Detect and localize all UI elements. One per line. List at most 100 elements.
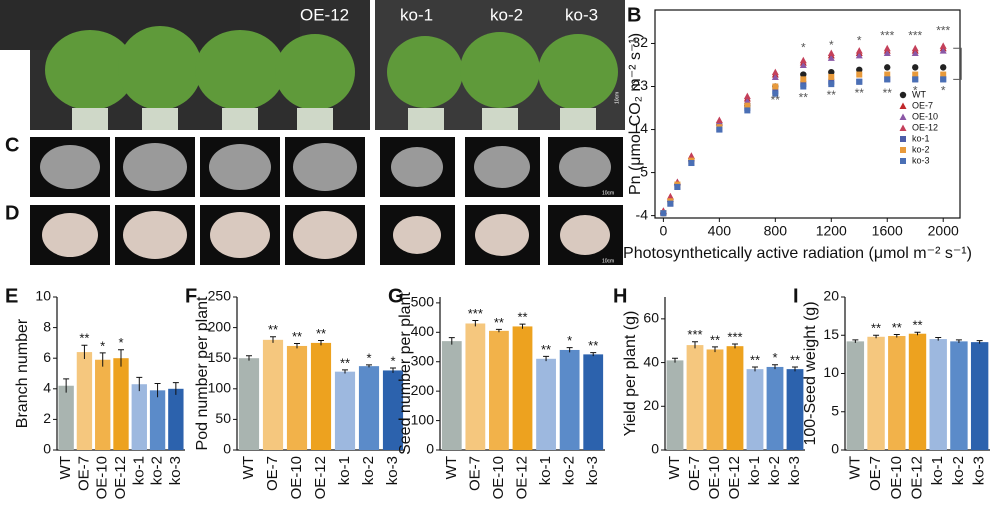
legend-marker [899,102,907,109]
bar [489,330,509,450]
y-tick-label: 20 [643,397,659,413]
data-point [856,66,863,73]
y-axis-label: 100-Seed weight (g) [802,301,819,445]
x-tick-label: OE-12 [908,456,925,499]
x-tick-label: OE-12 [726,456,743,499]
bar [262,339,284,450]
significance-label: * [366,350,371,365]
panel-label: F [185,285,197,307]
bar [929,339,947,450]
error-bar [270,336,276,343]
x-tick-label: WT [240,456,257,479]
x-tick-label: ko-3 [167,456,184,485]
bar [666,360,684,450]
x-tick-label: OE-7 [264,456,281,491]
bar [58,385,74,450]
data-point [715,116,723,123]
data-point [884,76,891,83]
data-point [883,44,891,52]
y-tick-label: 15 [823,326,839,342]
legend-label: ko-2 [912,144,930,154]
error-bar [752,366,758,372]
x-tick-label: ko-1 [537,456,554,485]
x-tick-label: OE-12 [112,456,129,499]
data-point [940,76,947,83]
data-point [855,47,863,54]
legend-marker [899,91,907,99]
bar [746,369,764,450]
panel-label: D [5,202,19,224]
y-axis-label: Pn (μmol CO₂ m⁻² s⁻¹) [627,33,644,195]
significance-label: ** [316,326,326,341]
error-bar [366,364,372,368]
y-tick-label: 6 [43,349,51,365]
x-tick-label: ko-1 [336,456,353,485]
x-tick-label: ko-2 [149,456,166,485]
x-tick-label: OE-10 [288,456,305,499]
bar [382,370,404,450]
data-point [939,42,947,49]
significance-label: ** [750,352,760,367]
significance-label: ** [541,342,551,357]
significance-label: * [829,38,834,52]
data-point [912,76,919,83]
y-axis-label: Yield per plant (g) [622,311,639,437]
data-point [855,51,863,59]
error-bar [519,323,526,329]
x-tick-label: 2000 [928,223,959,239]
significance-label: ** [871,321,881,336]
legend-label: OE-7 [912,100,933,110]
x-tick-label: ko-3 [584,456,601,485]
significance-label: * [390,353,395,368]
y-tick-label: 200 [208,318,232,334]
x-tick-label: 0 [659,223,667,239]
photo-pods [30,137,623,197]
significance-label: ** [268,322,278,337]
x-tick-label: ko-1 [929,456,946,485]
y-axis-label: Pod number per plant [194,296,211,450]
error-bar [566,347,573,353]
significance-label: * [567,333,572,348]
legend-marker [900,136,906,142]
data-point [771,68,779,76]
bar [970,342,989,450]
data-point [884,64,891,71]
y-tick-label: 5 [831,402,839,418]
bar [766,366,784,450]
error-bar [935,337,942,341]
y-tick-label: 60 [643,310,659,326]
y-tick-label: 10 [823,364,839,380]
x-tick-label: OE-10 [706,456,723,499]
bar [76,352,93,450]
y-tick-label: 0 [426,441,434,457]
error-bar [294,343,300,349]
bar [358,366,380,450]
significance-label: * [913,83,918,97]
y-tick-label: 0 [43,441,51,457]
error-bar [852,339,859,343]
bar [786,369,804,450]
data-point [666,192,674,200]
error-bar [136,376,143,392]
y-tick-label: 100 [411,411,435,427]
significance-label: * [118,335,123,350]
legend-label: WT [912,89,926,99]
panel-label: E [5,285,18,307]
data-point [827,54,835,61]
error-bar [692,341,698,349]
error-bar [390,367,396,373]
error-bar [893,333,900,338]
bar [950,341,968,450]
data-point [939,47,947,54]
x-tick-label: ko-1 [130,456,147,485]
significance-label: * [857,33,862,47]
data-point [828,73,835,80]
error-bar [772,364,778,370]
y-tick-label: 100 [208,380,232,396]
x-tick-label: ko-2 [360,456,377,485]
legend-label: OE-12 [912,122,938,132]
bar [867,336,885,450]
data-point [883,49,891,57]
bar [131,384,147,450]
error-bar [976,340,983,344]
